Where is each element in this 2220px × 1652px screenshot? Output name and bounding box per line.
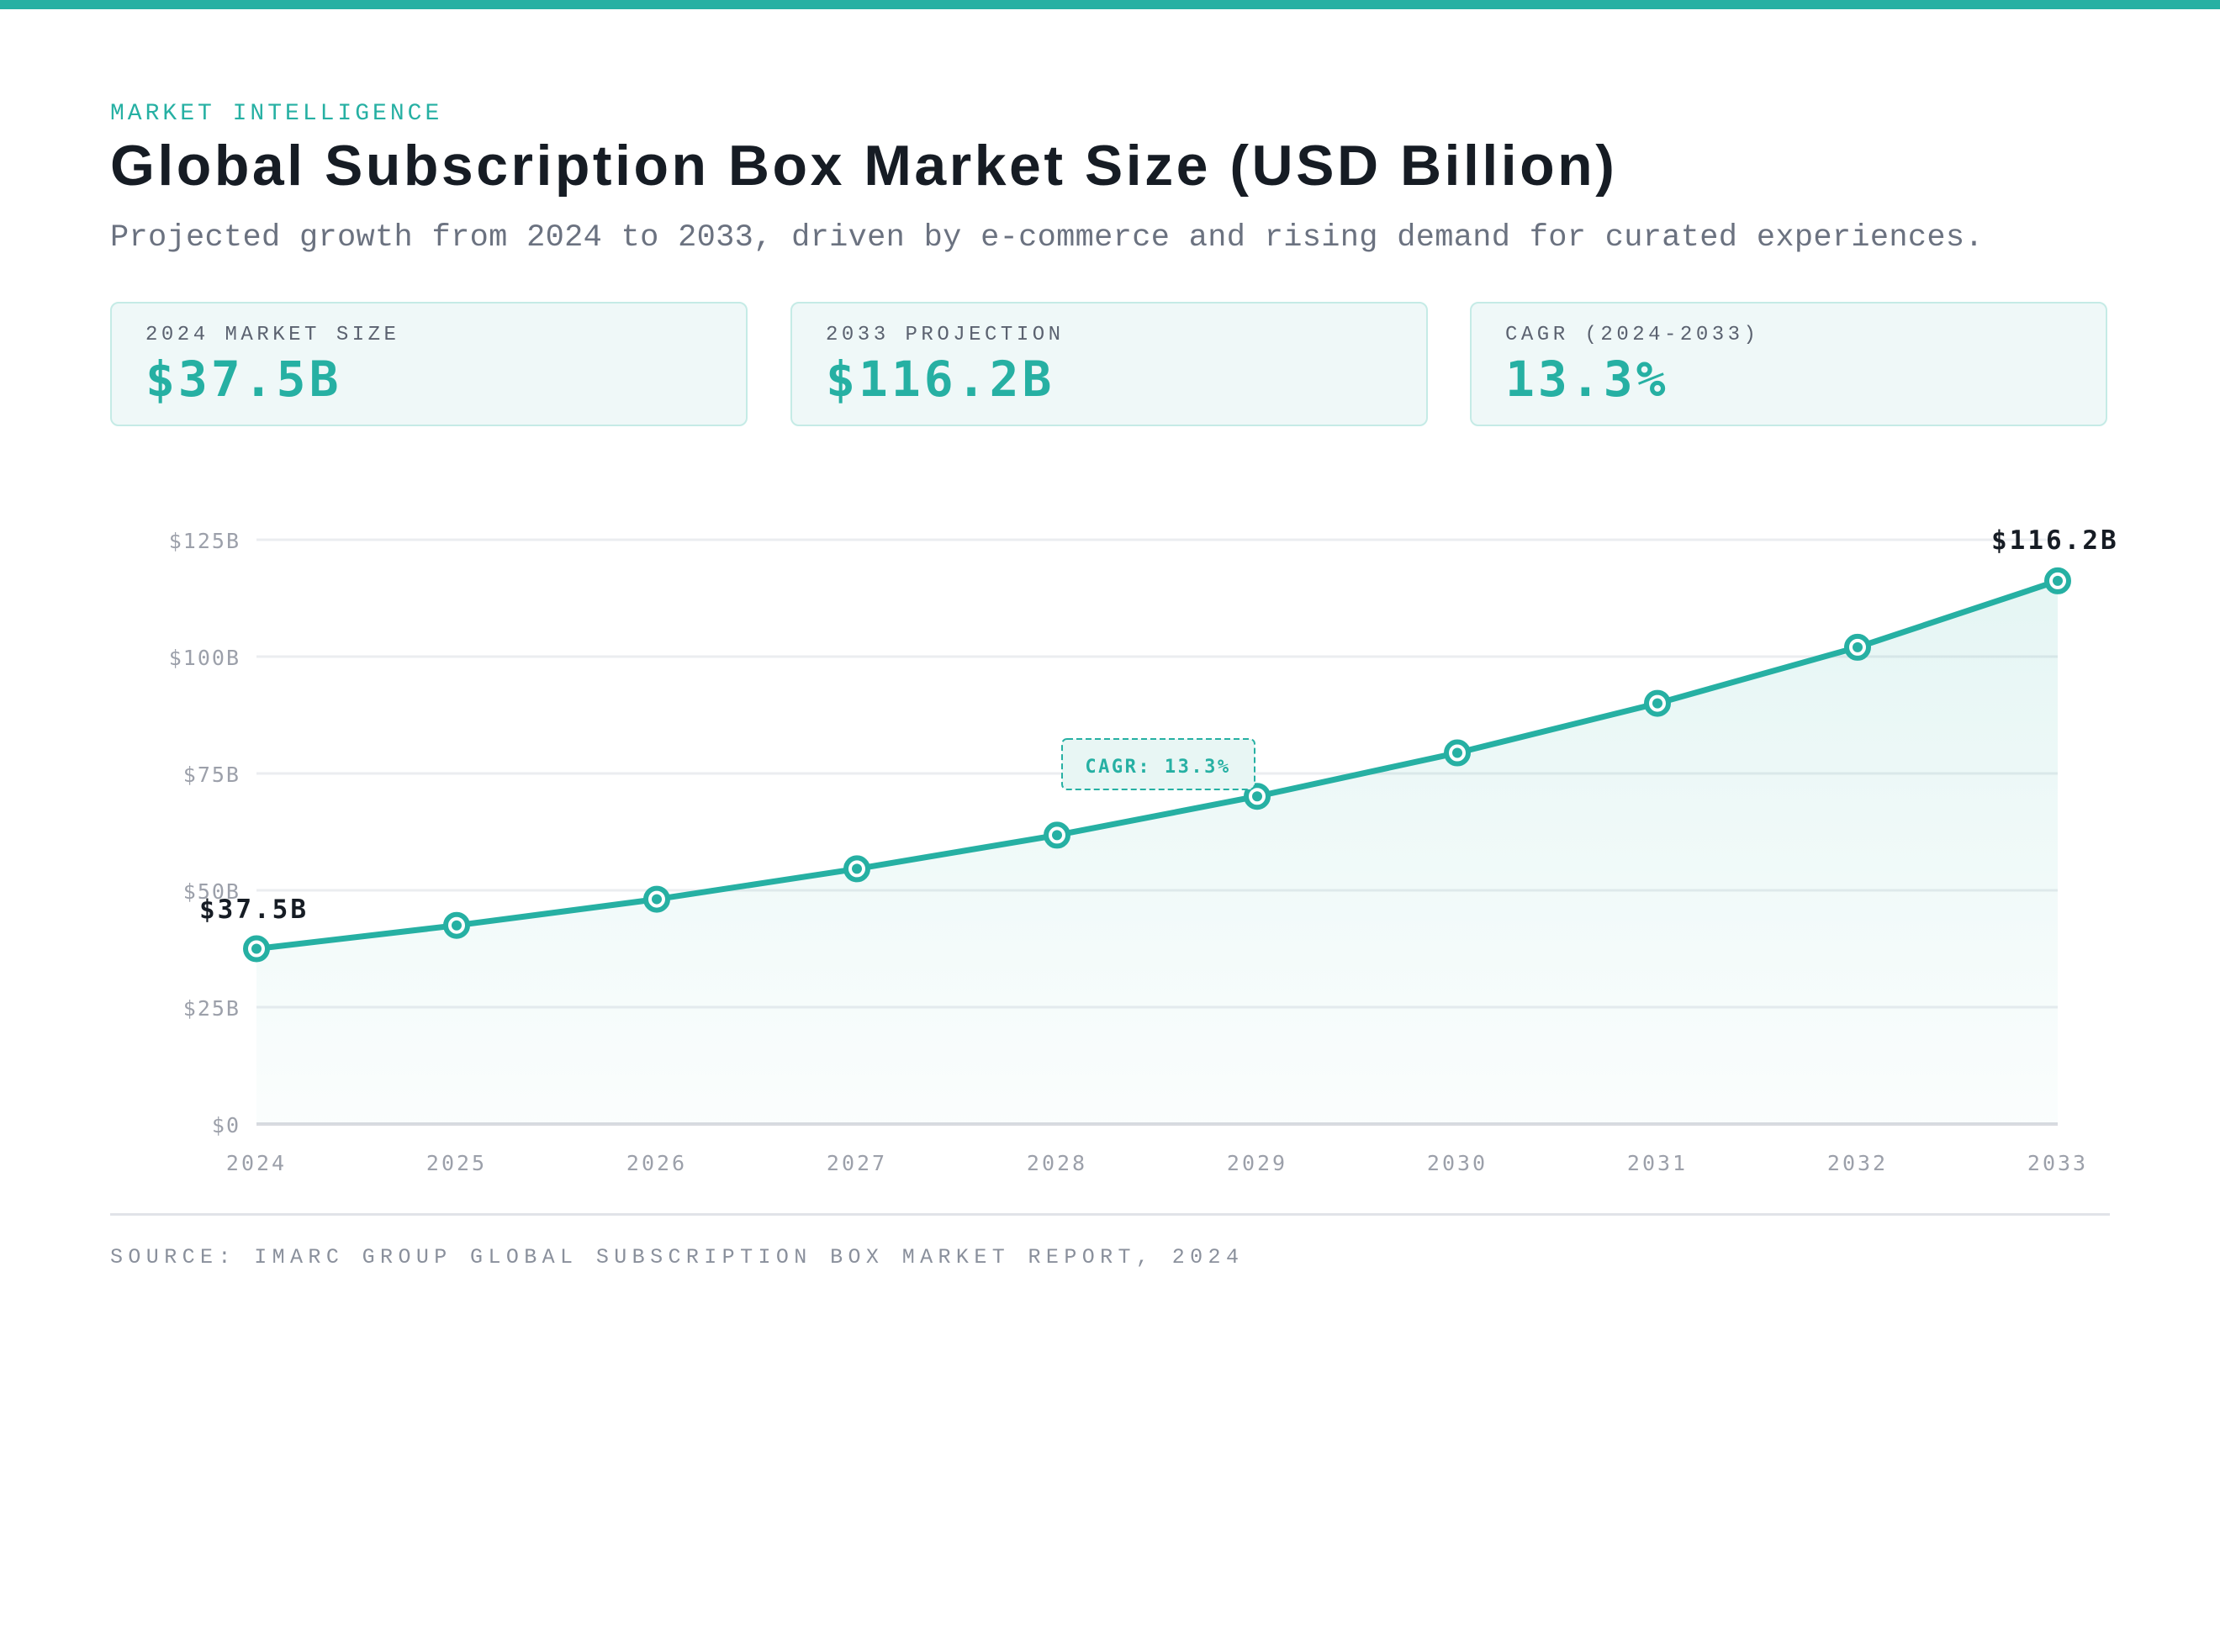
end-value-label: $116.2B — [1991, 525, 2119, 556]
data-point-center — [1853, 641, 1863, 652]
x-tick-label: 2030 — [1427, 1151, 1488, 1175]
stat-value: $116.2B — [826, 351, 1055, 408]
page-title: Global Subscription Box Market Size (USD… — [110, 134, 1618, 198]
x-tick-label: 2025 — [426, 1151, 487, 1175]
data-point-center — [1052, 830, 1062, 841]
y-tick-label: $50B — [183, 879, 240, 904]
data-point-center — [1452, 747, 1462, 758]
data-point-center — [1652, 698, 1662, 709]
x-tick-label: 2024 — [226, 1151, 287, 1175]
x-tick-label: 2029 — [1227, 1151, 1287, 1175]
stat-label: 2033 PROJECTION — [826, 324, 1065, 346]
y-tick-label: $75B — [183, 763, 240, 787]
series-line — [256, 578, 2059, 952]
data-point-center — [251, 943, 262, 954]
data-point-center — [852, 863, 862, 874]
stat-value: 13.3% — [1505, 351, 1669, 408]
area-fill — [256, 580, 2058, 1124]
data-point-center — [452, 920, 462, 931]
cagr-callout-label: CAGR: 13.3% — [1085, 757, 1230, 778]
stat-label: CAGR (2024-2033) — [1505, 324, 1760, 346]
y-tick-label: $100B — [169, 646, 240, 670]
cagr-callout-box — [1061, 738, 1255, 790]
eyebrow-label: MARKET INTELLIGENCE — [110, 101, 443, 127]
y-tick-label: $25B — [183, 996, 240, 1021]
x-tick-label: 2031 — [1627, 1151, 1688, 1175]
source-note: SOURCE: IMARC GROUP GLOBAL SUBSCRIPTION … — [110, 1245, 1245, 1269]
x-tick-label: 2028 — [1027, 1151, 1087, 1175]
data-point-center — [1252, 791, 1262, 802]
data-point-center — [652, 894, 662, 905]
y-tick-label: $125B — [169, 529, 240, 553]
x-tick-label: 2026 — [626, 1151, 687, 1175]
stat-label: 2024 MARKET SIZE — [145, 324, 400, 346]
page-subtitle: Projected growth from 2024 to 2033, driv… — [110, 220, 1984, 256]
x-tick-label: 2033 — [2027, 1151, 2088, 1175]
stat-card-cagr: CAGR (2024-2033) 13.3% — [1470, 302, 2107, 426]
x-tick-label: 2027 — [827, 1151, 887, 1175]
start-value-label: $37.5B — [199, 895, 309, 925]
top-accent-bar — [0, 0, 2220, 9]
stat-value: $37.5B — [145, 351, 342, 408]
stat-card-2033: 2033 PROJECTION $116.2B — [790, 302, 1428, 426]
stat-card-2024: 2024 MARKET SIZE $37.5B — [110, 302, 748, 426]
y-tick-label: $0 — [212, 1113, 240, 1137]
footer-divider — [110, 1213, 2110, 1216]
data-point-center — [2053, 575, 2063, 586]
x-tick-label: 2032 — [1827, 1151, 1888, 1175]
